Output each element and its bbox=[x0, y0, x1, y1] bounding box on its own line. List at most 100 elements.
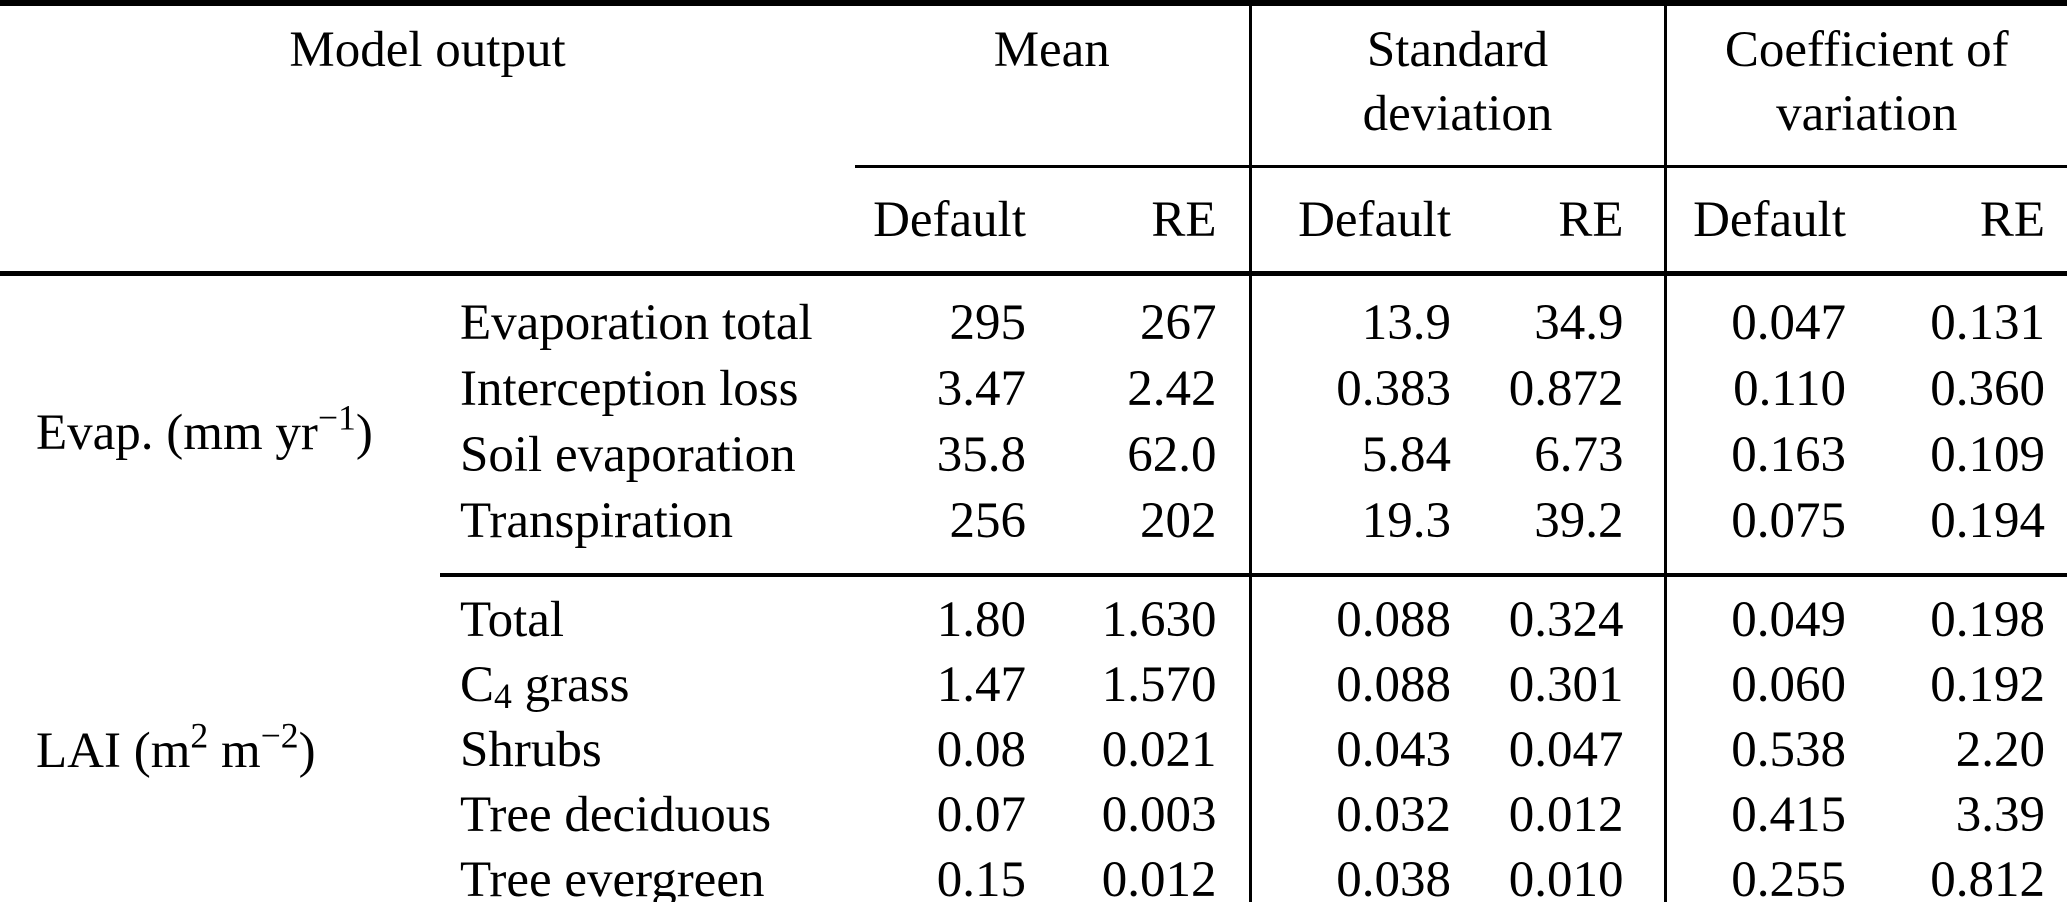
table-row: Soil evaporation 35.8 62.0 5.84 6.73 0.1… bbox=[0, 422, 2067, 488]
cell-mean-default: 0.08 bbox=[936, 721, 1026, 778]
cell-sd-default: 0.038 bbox=[1336, 851, 1451, 902]
cell-cov-re: 0.194 bbox=[1850, 488, 2067, 577]
cell-mean-re: 2.42 bbox=[1030, 356, 1252, 422]
cell-sd-default: 0.088 bbox=[1336, 591, 1451, 648]
row-name-text: Transpiration bbox=[460, 493, 733, 549]
cell-cov-re: 0.812 bbox=[1930, 851, 2045, 902]
cell-cov-re: 0.192 bbox=[1930, 656, 2045, 713]
row-name-text: Evaporation total bbox=[460, 295, 813, 351]
row-name-text: grass bbox=[511, 656, 630, 713]
row-group-label-evap: Evap. (mm yr−1) bbox=[0, 274, 440, 576]
cell-sd-re: 0.012 bbox=[1455, 782, 1667, 847]
cell-sd-re: 6.73 bbox=[1455, 422, 1667, 488]
column-group-coefficient-of-variation: Coefficient of variation bbox=[1665, 3, 2067, 168]
cov-label-line1: Coefficient of bbox=[1724, 22, 2009, 78]
subheader-sd-re: RE bbox=[1455, 166, 1667, 276]
cell-cov-default: 0.049 bbox=[1731, 591, 1846, 648]
group-label-text: LAI (m bbox=[36, 723, 191, 779]
cell-mean-default: 1.47 bbox=[936, 656, 1026, 713]
cell-cov-default: 0.060 bbox=[1731, 656, 1846, 713]
group-label-text: ) bbox=[355, 404, 373, 461]
cell-mean-default: 35.8 bbox=[936, 427, 1026, 483]
cell-mean-default: 295 bbox=[949, 295, 1027, 351]
sd-label-line2: deviation bbox=[1362, 86, 1553, 142]
row-name-text: Tree evergreen bbox=[460, 851, 765, 902]
cell-sd-re: 0.301 bbox=[1455, 652, 1667, 717]
table-row: Evap. (mm yr−1) Evaporation total 295 26… bbox=[0, 273, 2067, 461]
cell-row-name: Transpiration bbox=[440, 488, 855, 577]
table-row: Interception loss 3.47 2.42 0.383 0.872 … bbox=[0, 356, 2067, 422]
row-name-text: Soil evaporation bbox=[460, 427, 796, 483]
subheader-cov-re: RE bbox=[1850, 166, 2067, 276]
cell-row-name: Evaporation total bbox=[440, 274, 855, 357]
cell-cov-default: 0.047 bbox=[1731, 295, 1846, 351]
cell-mean-re: 1.630 bbox=[1030, 575, 1252, 652]
cell-cov-re: 3.39 bbox=[1955, 786, 2045, 843]
table-header: Model output Mean Standard deviation Coe… bbox=[0, 3, 2067, 276]
cell-sd-default: 5.84 bbox=[1361, 427, 1451, 483]
table-row: Transpiration 256 202 19.3 39.2 0.075 0.… bbox=[0, 488, 2067, 577]
cell-sd-re: 0.047 bbox=[1455, 717, 1667, 782]
row-group-evaporation: Evap. (mm yr−1) Evaporation total 295 26… bbox=[0, 273, 2067, 577]
table-row: LAI (m2 m−2) Total 1.80 1.630 0.088 0.32… bbox=[0, 575, 2067, 779]
cell-mean-re: 1.570 bbox=[1030, 652, 1252, 717]
cell-mean-default: 3.47 bbox=[936, 361, 1026, 417]
column-group-standard-deviation: Standard deviation bbox=[1250, 3, 1667, 168]
table-row: Shrubs 0.08 0.021 0.043 0.047 0.538 2.20 bbox=[0, 717, 2067, 782]
column-header-model-output: Model output bbox=[0, 3, 855, 167]
cov-label-line2: variation bbox=[1776, 86, 1958, 142]
row-name-text: C bbox=[460, 656, 495, 713]
cell-cov-default: 0.110 bbox=[1733, 361, 1846, 417]
subheader-cov-default: Default bbox=[1665, 166, 1850, 276]
subheader-empty bbox=[0, 166, 855, 276]
cell-cov-re: 0.360 bbox=[1930, 361, 2045, 417]
group-label-text: m bbox=[208, 723, 261, 779]
cell-cov-default: 0.255 bbox=[1731, 851, 1846, 902]
cell-cov-re: 2.20 bbox=[1955, 721, 2045, 778]
cell-row-name: Interception loss bbox=[440, 356, 855, 422]
group-label-text: Evap. (mm yr bbox=[36, 404, 318, 461]
cell-mean-re: 0.012 bbox=[1030, 847, 1252, 902]
cell-mean-re: 0.003 bbox=[1030, 782, 1252, 847]
table-row: Tree deciduous 0.07 0.003 0.032 0.012 0.… bbox=[0, 782, 2067, 847]
cell-row-name: Shrubs bbox=[440, 717, 855, 782]
cell-row-name: C4 grass bbox=[440, 652, 855, 717]
table-row: Tree evergreen 0.15 0.012 0.038 0.010 0.… bbox=[0, 847, 2067, 902]
table-row: C4 grass 1.47 1.570 0.088 0.301 0.060 0.… bbox=[0, 652, 2067, 717]
cell-sd-re: 0.324 bbox=[1455, 575, 1667, 652]
cell-cov-re: 0.131 bbox=[1930, 295, 2045, 351]
cell-sd-default: 0.043 bbox=[1336, 721, 1451, 778]
row-name-text: Tree deciduous bbox=[460, 786, 772, 843]
cell-row-name: Tree evergreen bbox=[440, 847, 855, 902]
cell-sd-re: 34.9 bbox=[1455, 273, 1667, 356]
cell-row-name: Tree deciduous bbox=[440, 782, 855, 847]
group-label-sup: 2 bbox=[190, 715, 209, 756]
cell-cov-re: 0.198 bbox=[1930, 591, 2045, 648]
row-name-text: Shrubs bbox=[460, 721, 602, 778]
row-name-sub: 4 bbox=[494, 675, 512, 716]
cell-cov-default: 0.538 bbox=[1731, 721, 1846, 778]
sd-label-line1: Standard bbox=[1366, 22, 1549, 78]
group-label-text: ) bbox=[298, 723, 316, 779]
cell-sd-default: 0.032 bbox=[1336, 786, 1451, 843]
cell-mean-re: 0.021 bbox=[1030, 717, 1252, 782]
cell-mean-default: 0.15 bbox=[936, 851, 1026, 902]
cell-sd-re: 0.010 bbox=[1455, 847, 1667, 902]
cell-mean-default: 256 bbox=[855, 488, 1030, 577]
cell-sd-re: 39.2 bbox=[1455, 488, 1667, 577]
cell-cov-re: 0.109 bbox=[1930, 427, 2045, 483]
cell-cov-default: 0.075 bbox=[1665, 488, 1850, 577]
model-output-label: Model output bbox=[289, 22, 566, 78]
cell-sd-default: 0.088 bbox=[1336, 656, 1451, 713]
group-header-row: Model output Mean Standard deviation Coe… bbox=[0, 3, 2067, 168]
cell-cov-default: 0.163 bbox=[1731, 427, 1846, 483]
cell-mean-re: 202 bbox=[1030, 488, 1252, 577]
row-group-label-lai: LAI (m2 m−2) bbox=[0, 575, 440, 902]
row-group-lai: LAI (m2 m−2) Total 1.80 1.630 0.088 0.32… bbox=[0, 575, 2067, 902]
group-label-sup: −2 bbox=[260, 715, 299, 756]
cell-sd-re: 0.872 bbox=[1455, 356, 1667, 422]
cell-row-name: Soil evaporation bbox=[440, 422, 855, 488]
subheader-row: Default RE Default RE Default RE bbox=[0, 166, 2067, 276]
